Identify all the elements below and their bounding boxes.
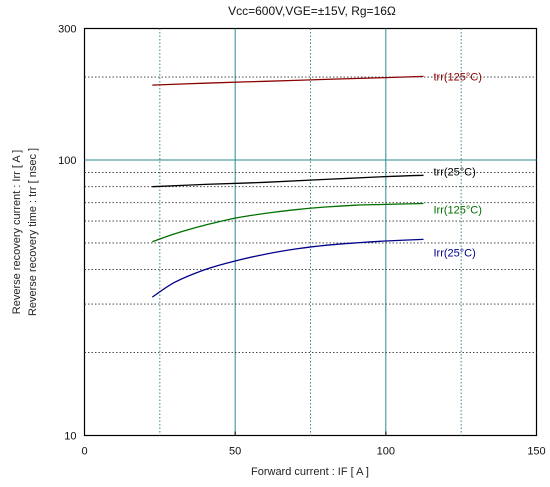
x-tick-label: 100 bbox=[377, 446, 395, 458]
chart-title: Vcc=600V,VGE=±15V, Rg=16Ω bbox=[228, 4, 396, 18]
y-axis-label-2: Reverse recovery time : trr [ nsec ] bbox=[27, 148, 39, 316]
series-label: trr(25°C) bbox=[434, 166, 476, 178]
tick-labels: 0 50 100 150 10 100 300 bbox=[58, 24, 546, 458]
grid bbox=[84, 28, 537, 436]
y-axis-label-1: Reverse recovery current : Irr [ A ] bbox=[11, 150, 23, 314]
y-tick-label: 100 bbox=[58, 155, 76, 167]
series-label: Irr(125°C) bbox=[434, 205, 482, 217]
series-line bbox=[151, 238, 424, 298]
series-label: Irr(25°C) bbox=[434, 247, 476, 259]
series-line bbox=[152, 174, 424, 188]
x-tick-label: 0 bbox=[81, 446, 87, 458]
series-label: trr(125°C) bbox=[434, 71, 482, 83]
series-lines bbox=[151, 75, 424, 298]
series-labels: trr(125°C) trr(25°C) Irr(125°C) Irr(25°C) bbox=[434, 71, 482, 259]
x-tick-label: 50 bbox=[229, 446, 241, 458]
series-line bbox=[152, 202, 424, 243]
x-tick-label: 150 bbox=[527, 446, 545, 458]
series-line bbox=[152, 75, 424, 86]
x-axis-label: Forward current : IF [ A ] bbox=[251, 466, 369, 478]
y-tick-label: 10 bbox=[64, 431, 76, 443]
y-tick-label: 300 bbox=[58, 24, 76, 36]
